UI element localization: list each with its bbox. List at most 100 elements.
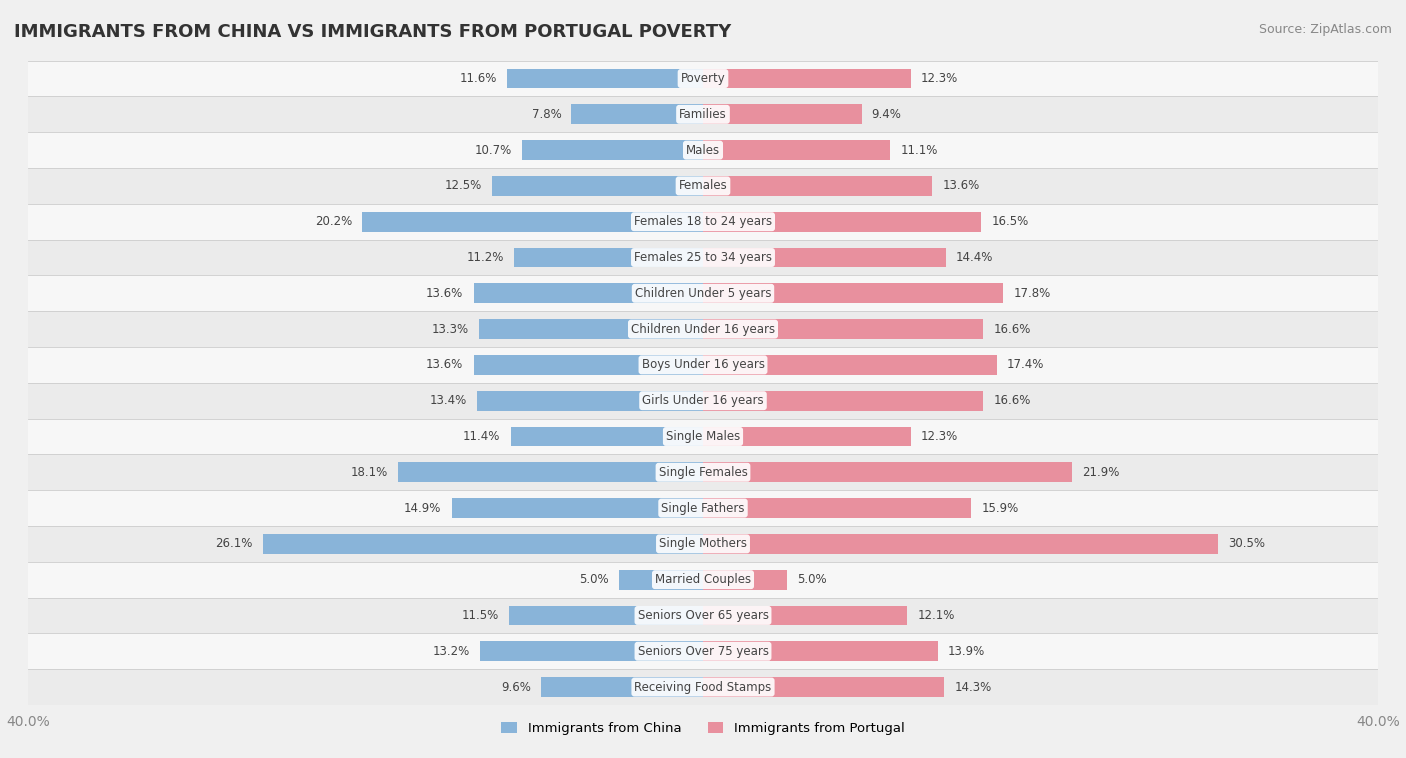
- Text: 16.5%: 16.5%: [991, 215, 1029, 228]
- Bar: [541, 677, 703, 697]
- Bar: [703, 212, 981, 231]
- Text: 15.9%: 15.9%: [981, 502, 1018, 515]
- Bar: [28, 132, 1378, 168]
- Bar: [28, 526, 1378, 562]
- Bar: [28, 96, 1378, 132]
- Bar: [703, 534, 1218, 553]
- Text: 13.6%: 13.6%: [942, 180, 980, 193]
- Bar: [474, 283, 703, 303]
- Bar: [703, 498, 972, 518]
- Text: Seniors Over 65 years: Seniors Over 65 years: [637, 609, 769, 622]
- Text: Females 25 to 34 years: Females 25 to 34 years: [634, 251, 772, 264]
- Bar: [28, 347, 1378, 383]
- Text: Females 18 to 24 years: Females 18 to 24 years: [634, 215, 772, 228]
- Text: 13.3%: 13.3%: [432, 323, 468, 336]
- Text: Poverty: Poverty: [681, 72, 725, 85]
- Text: Single Fathers: Single Fathers: [661, 502, 745, 515]
- Text: Children Under 16 years: Children Under 16 years: [631, 323, 775, 336]
- Text: 30.5%: 30.5%: [1227, 537, 1265, 550]
- Text: 18.1%: 18.1%: [350, 465, 388, 479]
- Text: 12.5%: 12.5%: [444, 180, 482, 193]
- Text: Seniors Over 75 years: Seniors Over 75 years: [637, 645, 769, 658]
- Bar: [477, 391, 703, 411]
- Bar: [451, 498, 703, 518]
- Text: 5.0%: 5.0%: [579, 573, 609, 586]
- Text: 10.7%: 10.7%: [475, 143, 512, 157]
- Bar: [703, 391, 983, 411]
- Bar: [28, 562, 1378, 597]
- Text: 9.4%: 9.4%: [872, 108, 901, 121]
- Bar: [28, 204, 1378, 240]
- Bar: [28, 312, 1378, 347]
- Bar: [398, 462, 703, 482]
- Text: Single Males: Single Males: [666, 430, 740, 443]
- Text: 17.4%: 17.4%: [1007, 359, 1045, 371]
- Text: 12.3%: 12.3%: [921, 72, 957, 85]
- Text: IMMIGRANTS FROM CHINA VS IMMIGRANTS FROM PORTUGAL POVERTY: IMMIGRANTS FROM CHINA VS IMMIGRANTS FROM…: [14, 23, 731, 41]
- Text: 11.5%: 11.5%: [461, 609, 499, 622]
- Bar: [28, 454, 1378, 490]
- Bar: [509, 606, 703, 625]
- Bar: [703, 248, 946, 268]
- Bar: [703, 677, 945, 697]
- Bar: [703, 176, 932, 196]
- Bar: [28, 240, 1378, 275]
- Text: 26.1%: 26.1%: [215, 537, 253, 550]
- Text: 9.6%: 9.6%: [501, 681, 531, 694]
- Bar: [263, 534, 703, 553]
- Bar: [703, 283, 1004, 303]
- Bar: [28, 168, 1378, 204]
- Text: 13.2%: 13.2%: [433, 645, 470, 658]
- Text: 11.6%: 11.6%: [460, 72, 498, 85]
- Text: Married Couples: Married Couples: [655, 573, 751, 586]
- Bar: [703, 427, 911, 446]
- Bar: [28, 634, 1378, 669]
- Bar: [28, 490, 1378, 526]
- Text: 21.9%: 21.9%: [1083, 465, 1121, 479]
- Text: 13.4%: 13.4%: [430, 394, 467, 407]
- Legend: Immigrants from China, Immigrants from Portugal: Immigrants from China, Immigrants from P…: [496, 716, 910, 741]
- Bar: [703, 140, 890, 160]
- Text: Females: Females: [679, 180, 727, 193]
- Bar: [703, 355, 997, 374]
- Text: 5.0%: 5.0%: [797, 573, 827, 586]
- Bar: [703, 606, 907, 625]
- Text: 16.6%: 16.6%: [993, 394, 1031, 407]
- Bar: [703, 462, 1073, 482]
- Text: Single Females: Single Females: [658, 465, 748, 479]
- Text: 17.8%: 17.8%: [1014, 287, 1050, 300]
- Bar: [478, 319, 703, 339]
- Bar: [703, 69, 911, 89]
- Bar: [703, 641, 938, 661]
- Text: Single Mothers: Single Mothers: [659, 537, 747, 550]
- Bar: [28, 61, 1378, 96]
- Bar: [363, 212, 703, 231]
- Bar: [508, 69, 703, 89]
- Text: 14.9%: 14.9%: [404, 502, 441, 515]
- Bar: [510, 427, 703, 446]
- Text: Girls Under 16 years: Girls Under 16 years: [643, 394, 763, 407]
- Bar: [28, 418, 1378, 454]
- Text: Males: Males: [686, 143, 720, 157]
- Bar: [28, 383, 1378, 418]
- Text: 13.9%: 13.9%: [948, 645, 984, 658]
- Text: 14.4%: 14.4%: [956, 251, 994, 264]
- Bar: [28, 275, 1378, 312]
- Text: 14.3%: 14.3%: [955, 681, 991, 694]
- Text: 11.4%: 11.4%: [463, 430, 501, 443]
- Text: Children Under 5 years: Children Under 5 years: [634, 287, 772, 300]
- Bar: [571, 105, 703, 124]
- Text: 20.2%: 20.2%: [315, 215, 352, 228]
- Text: 16.6%: 16.6%: [993, 323, 1031, 336]
- Text: Boys Under 16 years: Boys Under 16 years: [641, 359, 765, 371]
- Text: 7.8%: 7.8%: [531, 108, 561, 121]
- Text: 12.1%: 12.1%: [917, 609, 955, 622]
- Bar: [515, 248, 703, 268]
- Bar: [492, 176, 703, 196]
- Bar: [481, 641, 703, 661]
- Text: Families: Families: [679, 108, 727, 121]
- Bar: [474, 355, 703, 374]
- Bar: [703, 105, 862, 124]
- Text: Receiving Food Stamps: Receiving Food Stamps: [634, 681, 772, 694]
- Text: 13.6%: 13.6%: [426, 359, 464, 371]
